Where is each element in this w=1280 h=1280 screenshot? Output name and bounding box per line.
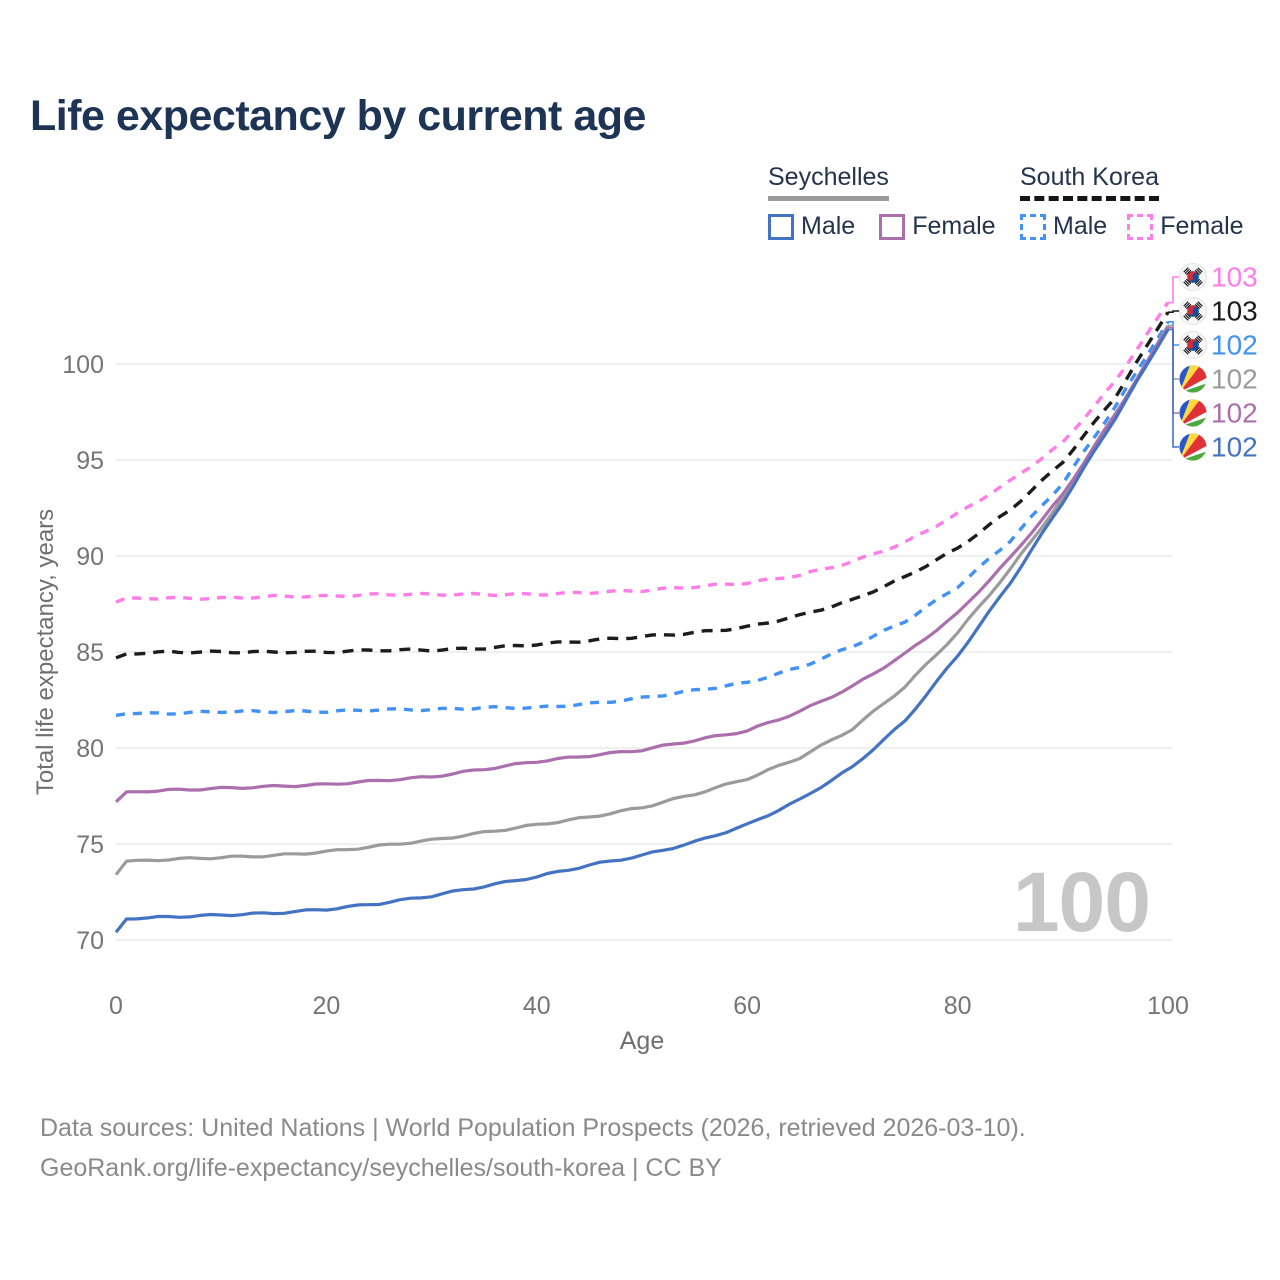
x-tick-label: 0 [109,992,123,1020]
legend-country-seychelles[interactable]: Seychelles [768,163,889,201]
legend-item-label: Male [1053,212,1108,240]
end-value-label: 102 [1211,330,1258,361]
x-axis-title: Age [619,1027,665,1055]
label-leader-line [1168,310,1179,313]
x-tick-label: 40 [523,992,551,1020]
seychelles-solid-line-swatch [768,196,889,201]
legend-group-south-korea: South Korea Male Female [1020,163,1244,241]
legend-item-south-korea-female[interactable]: Female [1127,212,1244,241]
age-counter: 100 [1012,855,1151,949]
south-korea-flag-icon [1179,263,1207,291]
x-tick-label: 80 [944,992,972,1020]
seychelles-flag-icon [1179,365,1207,393]
legend-item-label: Female [912,212,996,240]
data-sources-note: Data sources: United Nations | World Pop… [40,1114,1026,1142]
solid-purple-swatch-icon [879,213,906,240]
y-tick-label: 70 [76,927,104,955]
solid-blue-swatch-icon [768,213,794,240]
legend-item-label: Female [1160,212,1244,240]
legend-item-seychelles-female[interactable]: Female [879,212,996,241]
page-title: Life expectancy by current age [30,92,646,140]
series-line-seychelles[interactable] [114,324,1170,876]
y-axis-title: Total life expectancy, years [32,508,59,796]
legend-item-seychelles-male[interactable]: Male [768,212,855,241]
legend-item-south-korea-male[interactable]: Male [1020,212,1107,241]
y-tick-label: 85 [76,639,104,667]
end-value-label: 102 [1211,364,1258,395]
label-leader-line [1168,276,1179,304]
legend-country-label: South Korea [1020,163,1159,191]
x-tick-label: 20 [312,992,340,1020]
end-value-label: 103 [1211,296,1258,327]
series-line-seychelles-female[interactable] [114,326,1170,803]
y-tick-label: 95 [76,447,104,475]
seychelles-flag-icon [1179,433,1207,461]
x-tick-label: 60 [733,992,761,1020]
series-line-south-korea[interactable] [115,311,1170,660]
y-tick-label: 90 [76,543,104,571]
attribution-link: GeoRank.org/life-expectancy/seychelles/s… [40,1154,722,1182]
south-korea-flag-icon [1179,331,1207,359]
y-tick-label: 75 [76,831,104,859]
south-korea-flag-icon [1179,297,1207,325]
x-tick-label: 100 [1147,992,1189,1020]
dashed-pink-swatch-icon [1127,213,1154,240]
south-korea-dashed-line-swatch [1020,196,1159,201]
series-line-south-korea-male[interactable] [115,320,1170,718]
legend-item-label: Male [801,212,856,240]
legend-country-south-korea[interactable]: South Korea [1020,163,1159,201]
end-value-label: 102 [1211,398,1258,429]
label-leader-line [1168,328,1179,448]
seychelles-flag-icon [1179,399,1207,427]
legend-group-seychelles: Seychelles Male Female [768,163,996,241]
series-line-seychelles-male[interactable] [114,328,1170,934]
y-tick-label: 80 [76,735,104,763]
end-value-label: 103 [1211,262,1258,293]
end-value-label: 102 [1211,432,1258,463]
series-line-south-korea-female[interactable] [115,301,1170,604]
dashed-blue-swatch-icon [1020,213,1046,240]
y-tick-label: 100 [62,351,104,379]
legend-country-label: Seychelles [768,163,889,191]
